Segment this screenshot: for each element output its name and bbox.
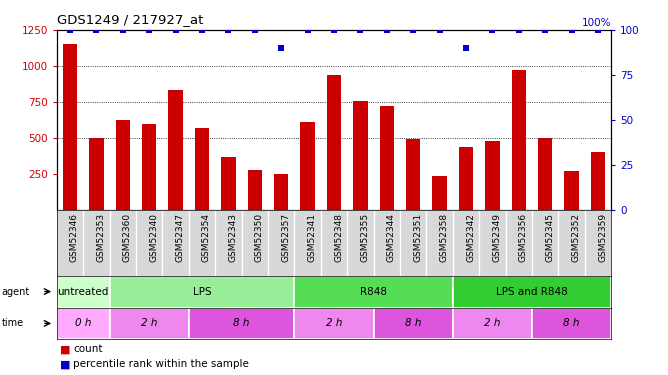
Bar — [195, 128, 209, 210]
Point — [302, 27, 313, 33]
Text: 8 h: 8 h — [405, 318, 422, 328]
Bar — [248, 170, 262, 210]
Point — [593, 27, 603, 33]
Text: 2 h: 2 h — [141, 318, 158, 328]
Text: GSM52350: GSM52350 — [255, 213, 264, 262]
Text: GSM52346: GSM52346 — [70, 213, 79, 262]
Text: GSM52347: GSM52347 — [176, 213, 184, 262]
Text: GSM52351: GSM52351 — [413, 213, 422, 262]
Text: GSM52344: GSM52344 — [387, 213, 396, 262]
Point — [249, 27, 260, 33]
Text: percentile rank within the sample: percentile rank within the sample — [73, 359, 249, 369]
Point — [487, 27, 498, 33]
Bar — [295, 308, 373, 339]
Point — [461, 45, 472, 51]
Bar — [189, 308, 295, 339]
Point — [170, 27, 181, 33]
Text: GSM52343: GSM52343 — [228, 213, 237, 262]
Bar — [295, 276, 453, 308]
Text: GSM52358: GSM52358 — [440, 213, 449, 262]
Bar — [221, 157, 236, 210]
Bar — [453, 276, 611, 308]
Text: agent: agent — [1, 286, 29, 297]
Bar — [532, 308, 611, 339]
Bar — [274, 174, 289, 210]
Point — [196, 27, 207, 33]
Text: ■: ■ — [60, 359, 71, 369]
Bar — [301, 122, 315, 210]
Text: GSM52355: GSM52355 — [361, 213, 369, 262]
Text: ■: ■ — [60, 344, 71, 354]
Text: count: count — [73, 344, 103, 354]
Text: GSM52341: GSM52341 — [307, 213, 317, 262]
Bar — [373, 308, 453, 339]
Point — [408, 27, 419, 33]
Bar — [459, 147, 473, 210]
Text: GSM52360: GSM52360 — [123, 213, 132, 262]
Text: 2 h: 2 h — [484, 318, 500, 328]
Point — [91, 27, 102, 33]
Bar — [538, 138, 552, 210]
Bar — [353, 100, 367, 210]
Bar — [379, 106, 394, 210]
Point — [223, 27, 234, 33]
Text: untreated: untreated — [57, 286, 109, 297]
Text: GDS1249 / 217927_at: GDS1249 / 217927_at — [57, 13, 203, 26]
Bar — [57, 308, 110, 339]
Bar — [110, 276, 295, 308]
Text: time: time — [1, 318, 23, 328]
Text: 100%: 100% — [582, 18, 611, 28]
Bar — [591, 152, 605, 210]
Point — [276, 45, 287, 51]
Bar — [327, 75, 341, 210]
Bar — [432, 176, 447, 210]
Text: LPS: LPS — [192, 286, 211, 297]
Bar — [116, 120, 130, 210]
Point — [329, 27, 339, 33]
Text: 8 h: 8 h — [563, 318, 580, 328]
Text: GSM52353: GSM52353 — [96, 213, 106, 262]
Bar — [512, 70, 526, 210]
Bar — [57, 276, 110, 308]
Text: 8 h: 8 h — [233, 318, 250, 328]
Point — [355, 27, 366, 33]
Text: GSM52340: GSM52340 — [149, 213, 158, 262]
Text: GSM52352: GSM52352 — [572, 213, 580, 262]
Text: LPS and R848: LPS and R848 — [496, 286, 568, 297]
Text: GSM52359: GSM52359 — [598, 213, 607, 262]
Bar — [168, 90, 183, 210]
Point — [65, 27, 75, 33]
Text: GSM52349: GSM52349 — [492, 213, 502, 262]
Bar — [89, 138, 104, 210]
Bar — [110, 308, 189, 339]
Text: GSM52356: GSM52356 — [519, 213, 528, 262]
Text: 0 h: 0 h — [75, 318, 92, 328]
Bar — [453, 308, 532, 339]
Text: GSM52342: GSM52342 — [466, 213, 475, 262]
Point — [118, 27, 128, 33]
Text: GSM52348: GSM52348 — [334, 213, 343, 262]
Point — [566, 27, 577, 33]
Bar — [406, 140, 420, 210]
Text: 2 h: 2 h — [326, 318, 342, 328]
Bar — [564, 171, 579, 210]
Point — [381, 27, 392, 33]
Point — [514, 27, 524, 33]
Bar — [63, 44, 77, 210]
Text: GSM52354: GSM52354 — [202, 213, 211, 262]
Point — [434, 27, 445, 33]
Text: R848: R848 — [360, 286, 387, 297]
Bar — [142, 124, 156, 210]
Point — [144, 27, 154, 33]
Text: GSM52345: GSM52345 — [545, 213, 554, 262]
Point — [540, 27, 550, 33]
Text: GSM52357: GSM52357 — [281, 213, 290, 262]
Bar — [485, 141, 500, 210]
